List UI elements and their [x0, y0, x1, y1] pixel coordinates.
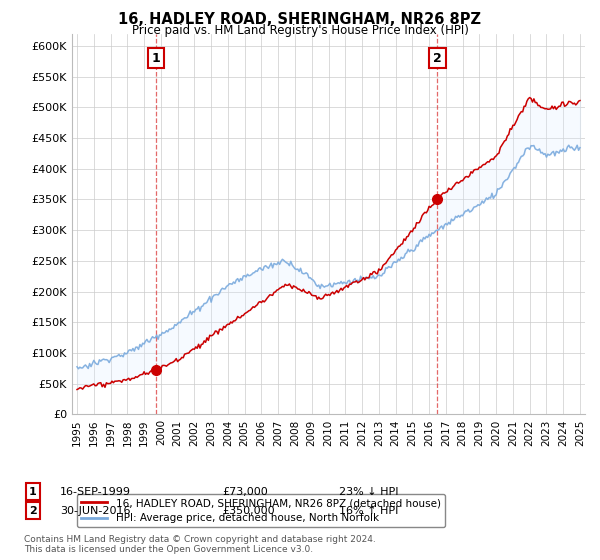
- Text: 2: 2: [29, 506, 37, 516]
- Text: £73,000: £73,000: [222, 487, 268, 497]
- Text: 16, HADLEY ROAD, SHERINGHAM, NR26 8PZ: 16, HADLEY ROAD, SHERINGHAM, NR26 8PZ: [119, 12, 482, 27]
- Text: Price paid vs. HM Land Registry's House Price Index (HPI): Price paid vs. HM Land Registry's House …: [131, 24, 469, 36]
- Text: 1: 1: [29, 487, 37, 497]
- Text: 23% ↓ HPI: 23% ↓ HPI: [339, 487, 398, 497]
- Legend: 16, HADLEY ROAD, SHERINGHAM, NR26 8PZ (detached house), HPI: Average price, deta: 16, HADLEY ROAD, SHERINGHAM, NR26 8PZ (d…: [77, 494, 445, 528]
- Text: 1: 1: [152, 52, 160, 64]
- Text: £350,000: £350,000: [222, 506, 275, 516]
- Text: 16% ↑ HPI: 16% ↑ HPI: [339, 506, 398, 516]
- Text: Contains HM Land Registry data © Crown copyright and database right 2024.
This d: Contains HM Land Registry data © Crown c…: [24, 535, 376, 554]
- Text: 30-JUN-2016: 30-JUN-2016: [60, 506, 131, 516]
- Text: 2: 2: [433, 52, 442, 64]
- Text: 16-SEP-1999: 16-SEP-1999: [60, 487, 131, 497]
